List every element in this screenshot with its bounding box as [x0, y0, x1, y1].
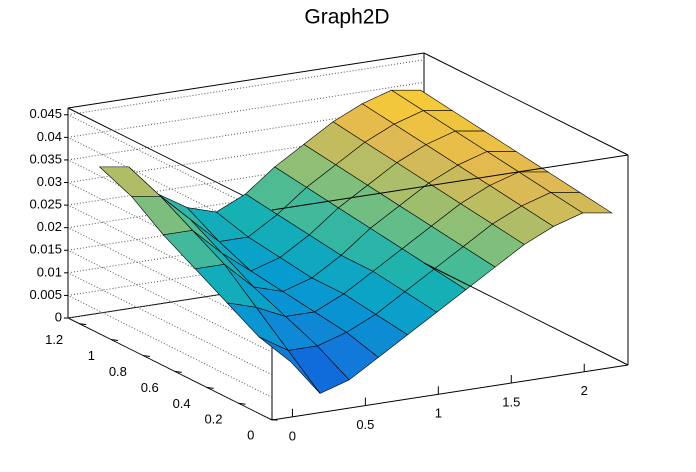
y-tick — [174, 370, 182, 373]
y-tick — [142, 354, 150, 357]
y-tick-label: 0.6 — [141, 380, 159, 395]
x-tick-label: 0.5 — [356, 417, 374, 432]
grid-line — [67, 249, 273, 353]
y-tick-label: 1.2 — [45, 332, 63, 347]
box-edge — [271, 364, 629, 421]
y-tick-label: 0.8 — [109, 364, 127, 379]
z-tick-label: 0.01 — [37, 264, 62, 279]
z-tick-label: 0.035 — [29, 151, 62, 166]
grid-line — [67, 59, 425, 116]
y-tick — [79, 323, 87, 326]
grid-line — [67, 294, 273, 398]
box-edge — [423, 52, 629, 156]
z-tick-label: 0.005 — [29, 287, 62, 302]
z-tick-label: 0.02 — [37, 219, 62, 234]
grid-line — [67, 227, 273, 331]
box-edge — [423, 262, 629, 366]
y-tick — [110, 339, 119, 342]
x-tick-label: 0 — [289, 428, 296, 443]
x-tick-label: 2 — [581, 383, 588, 398]
z-tick-label: 0.025 — [29, 197, 62, 212]
surface-cell — [258, 336, 321, 394]
y-tick-label: 1 — [88, 348, 95, 363]
y-tick-label: 0.4 — [173, 396, 191, 411]
z-tick-label: 0.04 — [37, 129, 62, 144]
grid-line — [67, 272, 273, 376]
z-tick-label: 0.03 — [37, 174, 62, 189]
x-tick-label: 1.5 — [502, 394, 520, 409]
z-tick-label: 0.045 — [29, 106, 62, 121]
y-tick — [270, 418, 278, 421]
y-tick — [206, 386, 214, 389]
grid-line — [67, 136, 273, 240]
z-tick-label: 0 — [55, 309, 62, 324]
z-tick-label: 0.015 — [29, 242, 62, 257]
grid-line — [67, 114, 273, 218]
box-edge — [67, 107, 273, 211]
box-edge — [67, 52, 425, 109]
y-tick-label: 0.2 — [204, 412, 222, 427]
grid-line — [67, 204, 273, 308]
x-tick-label: 1 — [435, 406, 442, 421]
box-edge — [271, 154, 629, 211]
y-tick — [238, 402, 246, 405]
grid-line — [67, 317, 273, 421]
grid-line — [67, 81, 425, 138]
y-tick-label: 0 — [247, 428, 254, 443]
chart-title: Graph2D — [304, 6, 389, 29]
